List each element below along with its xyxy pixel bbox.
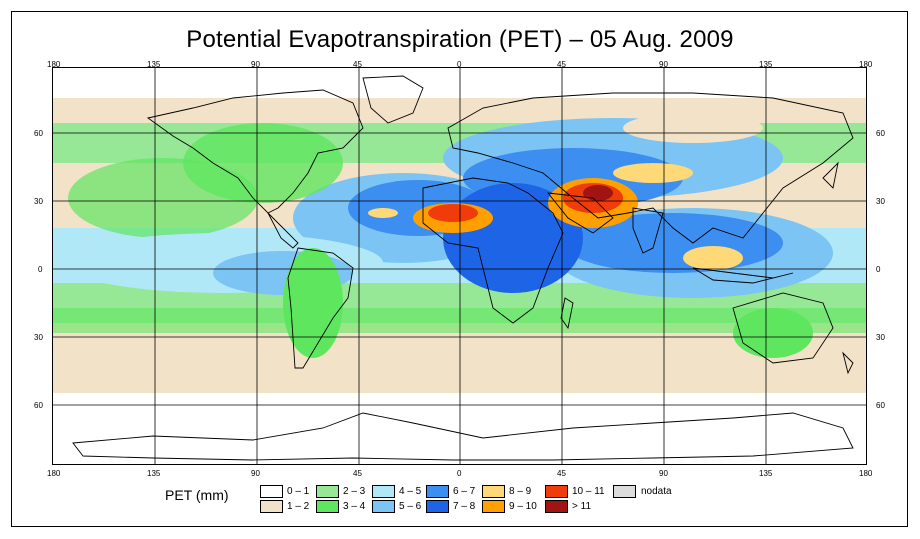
zone-siberia-white bbox=[623, 113, 763, 143]
lon-label-top-0: 0 bbox=[457, 60, 462, 69]
lat-label-left-60s: 60 bbox=[34, 401, 43, 410]
lon-label-bottom-180w: 180 bbox=[47, 469, 61, 478]
lat-label-right-60s: 60 bbox=[876, 401, 885, 410]
lat-label-left-30n: 30 bbox=[34, 197, 43, 206]
lon-label-top-45e: 45 bbox=[557, 60, 566, 69]
legend-swatch-8-9 bbox=[482, 485, 505, 498]
band-south-beige bbox=[53, 333, 866, 393]
lat-label-right-30s: 30 bbox=[876, 333, 885, 342]
lon-label-bottom-0: 0 bbox=[457, 469, 462, 478]
coastline-arabia bbox=[546, 192, 614, 234]
legend-swatch-9-10 bbox=[482, 500, 505, 513]
graticule bbox=[53, 68, 866, 464]
lon-label-bottom-45e: 45 bbox=[557, 469, 566, 478]
coastline-newzealand bbox=[842, 351, 854, 375]
zone-nafrica-yellow bbox=[368, 208, 398, 218]
lon-label-top-90w: 90 bbox=[251, 60, 260, 69]
coastline-africa bbox=[422, 177, 564, 324]
zone-southamerica-green bbox=[283, 248, 343, 358]
lon-label-bottom-135w: 135 bbox=[147, 469, 161, 478]
legend-label-4-5: 4 – 5 bbox=[399, 486, 422, 497]
legend-title: PET (mm) bbox=[165, 487, 229, 503]
lon-label-top-180e: 180 bbox=[859, 60, 873, 69]
lat-label-left-60n: 60 bbox=[34, 129, 43, 138]
lat-label-left-0: 0 bbox=[38, 265, 43, 274]
zone-northamerica-green bbox=[183, 123, 343, 203]
legend-swatch-0-1 bbox=[260, 485, 283, 498]
legend-label-3-4: 3 – 4 bbox=[343, 501, 366, 512]
coastlines bbox=[72, 75, 854, 461]
lon-label-top-135e: 135 bbox=[759, 60, 773, 69]
lon-label-bottom-135e: 135 bbox=[759, 469, 773, 478]
zone-sahara-red bbox=[428, 204, 478, 222]
legend-label-gt11: > 11 bbox=[572, 501, 591, 512]
legend-swatch-3-4 bbox=[316, 500, 339, 513]
lon-label-top-180w: 180 bbox=[47, 60, 61, 69]
legend-label-nodata: nodata bbox=[641, 486, 672, 497]
band-south-lightgreen bbox=[53, 308, 866, 333]
lat-label-right-30n: 30 bbox=[876, 197, 885, 206]
coastline-central-america bbox=[267, 212, 299, 249]
map-canvas bbox=[53, 68, 866, 464]
lon-label-bottom-180e: 180 bbox=[859, 469, 873, 478]
lon-label-top-135w: 135 bbox=[147, 60, 161, 69]
lon-label-top-90e: 90 bbox=[659, 60, 668, 69]
coastline-north-america bbox=[146, 89, 364, 214]
legend-swatch-7-8 bbox=[426, 500, 449, 513]
coastline-antarctica bbox=[72, 412, 854, 461]
legend-label-6-7: 6 – 7 bbox=[453, 486, 476, 497]
legend-label-9-10: 9 – 10 bbox=[509, 501, 537, 512]
legend-swatch-5-6 bbox=[372, 500, 395, 513]
zone-arabia-darkred bbox=[583, 185, 613, 201]
lon-label-top-45w: 45 bbox=[353, 60, 362, 69]
zone-asia-yellow bbox=[613, 163, 693, 183]
legend-label-7-8: 7 – 8 bbox=[453, 501, 476, 512]
coastline-south-america bbox=[287, 247, 354, 369]
legend-label-8-9: 8 – 9 bbox=[509, 486, 532, 497]
lon-label-bottom-90e: 90 bbox=[659, 469, 668, 478]
legend-label-10-11: 10 – 11 bbox=[572, 486, 605, 497]
legend-swatch-1-2 bbox=[260, 500, 283, 513]
legend-label-2-3: 2 – 3 bbox=[343, 486, 366, 497]
coastline-greenland bbox=[362, 75, 424, 124]
legend-label-1-2: 1 – 2 bbox=[287, 501, 310, 512]
legend-swatch-nodata bbox=[613, 485, 636, 498]
legend-swatch-4-5 bbox=[372, 485, 395, 498]
legend-label-0-1: 0 – 1 bbox=[287, 486, 310, 497]
map-title: Potential Evapotranspiration (PET) – 05 … bbox=[186, 26, 734, 53]
coastline-india bbox=[632, 207, 664, 254]
coastline-eurasia bbox=[447, 92, 854, 244]
lat-label-right-60n: 60 bbox=[876, 129, 885, 138]
lat-label-right-0: 0 bbox=[876, 265, 881, 274]
coastline-indonesia bbox=[692, 267, 794, 284]
zone-southasia-yellow bbox=[683, 246, 743, 270]
legend-swatch-10-11 bbox=[545, 485, 568, 498]
legend-swatch-gt11 bbox=[545, 500, 568, 513]
zone-australia-green bbox=[733, 308, 813, 358]
coastline-japan bbox=[822, 161, 839, 189]
lon-label-bottom-45w: 45 bbox=[353, 469, 362, 478]
lon-label-bottom-90w: 90 bbox=[251, 469, 260, 478]
band-arctic-white bbox=[53, 68, 866, 98]
world-map bbox=[52, 67, 867, 465]
legend-label-5-6: 5 – 6 bbox=[399, 501, 422, 512]
legend-swatch-2-3 bbox=[316, 485, 339, 498]
coastline-australia bbox=[732, 292, 834, 364]
legend-swatch-6-7 bbox=[426, 485, 449, 498]
lat-label-left-30s: 30 bbox=[34, 333, 43, 342]
